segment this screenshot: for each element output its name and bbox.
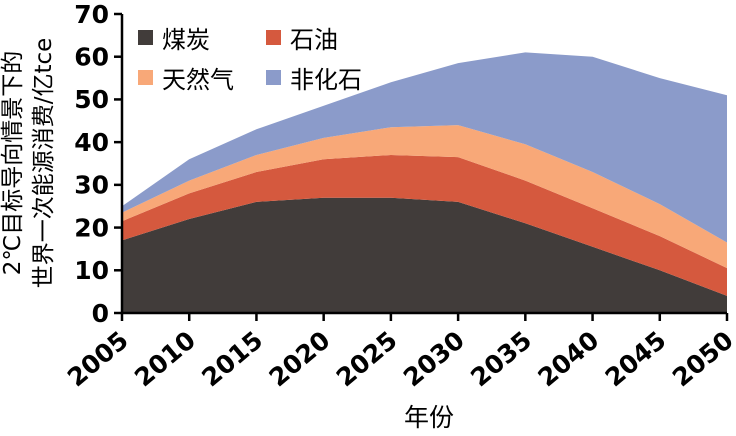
area-series-2 <box>122 125 727 269</box>
legend-item-gas: 天然气 <box>138 60 234 95</box>
nonfossil-swatch-icon <box>266 70 281 85</box>
y-tick-label: 70 <box>74 0 109 29</box>
y-tick-label: 10 <box>74 256 109 285</box>
area-series-1 <box>122 155 727 296</box>
x-tick-label: 2025 <box>331 325 403 392</box>
legend-item-coal: 煤炭 <box>138 20 234 55</box>
gas-swatch-icon <box>138 70 153 85</box>
y-tick-label: 40 <box>74 128 109 157</box>
x-tick-label: 2010 <box>129 325 201 392</box>
legend-label-oil: 石油 <box>290 26 338 54</box>
y-tick-label: 0 <box>92 299 109 328</box>
y-axis-label-line2: 世界一次能源消费/亿tce <box>31 37 57 289</box>
x-tick-label: 2005 <box>62 325 134 392</box>
coal-swatch-icon <box>138 30 153 45</box>
y-tick-label: 30 <box>74 171 109 200</box>
x-axis-label: 年份 <box>403 403 454 432</box>
x-tick-label: 2035 <box>465 325 537 392</box>
area-series-0 <box>122 197 727 313</box>
legend-label-coal: 煤炭 <box>162 26 210 54</box>
legend-item-nonfossil: 非化石 <box>266 60 362 95</box>
x-tick-label: 2015 <box>196 325 268 392</box>
y-tick-label: 50 <box>74 85 109 114</box>
legend-label-gas: 天然气 <box>162 66 234 94</box>
x-tick-label: 2040 <box>532 325 604 392</box>
y-axis-label: 2℃目标导向情景下的 世界一次能源消费/亿tce <box>0 0 62 343</box>
x-tick-label: 2030 <box>398 325 470 392</box>
y-tick-label: 60 <box>74 42 109 71</box>
y-axis-label-line1: 2℃目标导向情景下的 <box>0 50 26 276</box>
y-tick-label: 20 <box>74 213 109 242</box>
area-series-3 <box>122 52 727 243</box>
legend-label-nonfossil: 非化石 <box>290 66 362 94</box>
x-tick-label: 2020 <box>264 325 336 392</box>
x-tick-label: 2050 <box>667 325 736 392</box>
oil-swatch-icon <box>266 30 281 45</box>
legend-item-oil: 石油 <box>266 20 362 55</box>
x-tick-label: 2045 <box>600 325 672 392</box>
legend: 煤炭 石油 天然气 非化石 <box>138 20 362 95</box>
